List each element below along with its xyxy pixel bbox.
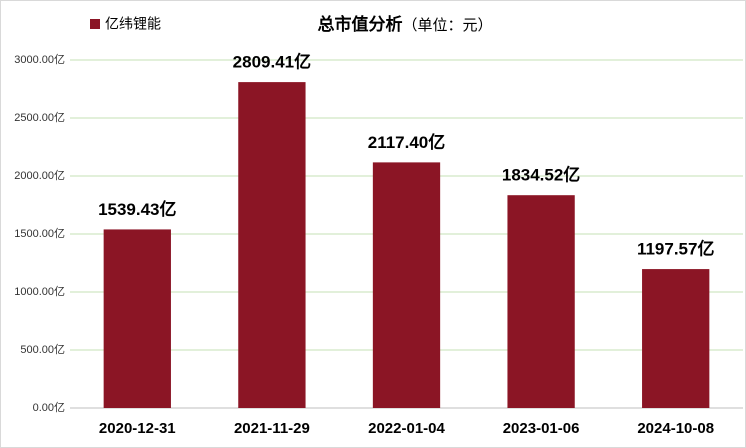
bar	[507, 195, 575, 408]
x-tick-label: 2020-12-31	[99, 420, 176, 437]
subtitle: （单位：元）	[402, 17, 492, 34]
x-tick-label: 2024-10-08	[637, 420, 714, 437]
legend-label: 亿纬锂能	[105, 16, 161, 32]
y-tick-label: 0.00亿	[33, 401, 65, 414]
bar	[642, 269, 710, 408]
chart-title: 总市值分析（单位：元）	[317, 14, 492, 34]
x-tick-label: 2021-11-29	[234, 420, 310, 437]
y-tick-label: 1500.00亿	[14, 227, 65, 240]
y-tick-label: 500.00亿	[20, 343, 65, 356]
legend-swatch	[90, 19, 100, 29]
x-tick-label: 2023-01-06	[503, 420, 580, 437]
y-tick-label: 2000.00亿	[14, 169, 65, 182]
value-label: 1834.52亿	[502, 165, 580, 185]
y-tick-label: 3000.00亿	[14, 53, 65, 66]
value-label: 1197.57亿	[637, 239, 715, 259]
y-tick-label: 2500.00亿	[14, 111, 65, 124]
y-tick-label: 1000.00亿	[14, 285, 65, 298]
bar	[103, 229, 171, 408]
x-tick-label: 2022-01-04	[368, 420, 445, 437]
value-label: 1539.43亿	[98, 199, 176, 219]
title: 总市值分析	[317, 14, 402, 34]
bar	[238, 82, 306, 409]
value-label: 2809.41亿	[233, 52, 311, 72]
value-label: 2117.40亿	[368, 132, 446, 152]
bar	[372, 162, 441, 408]
